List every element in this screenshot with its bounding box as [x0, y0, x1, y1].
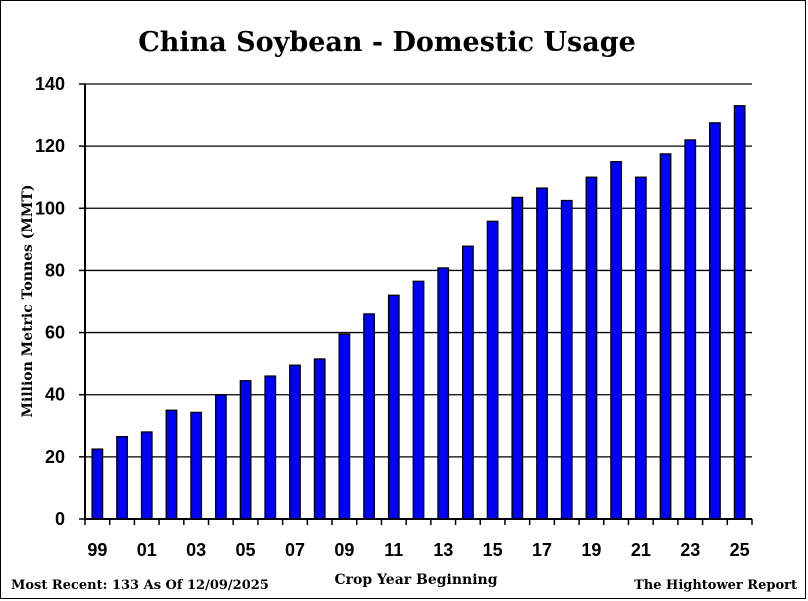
- x-axis-label: Crop Year Beginning: [334, 572, 497, 588]
- x-tick-label: 19: [581, 540, 601, 560]
- bar-13: [437, 267, 450, 520]
- x-tick-label: 09: [334, 540, 354, 560]
- bar-19: [585, 176, 598, 520]
- bar-20: [610, 161, 623, 520]
- bar-21: [634, 176, 647, 520]
- y-tick-label: 140: [35, 74, 65, 94]
- bar-10: [363, 313, 375, 520]
- bar-08: [313, 358, 326, 520]
- bar-06: [264, 375, 277, 520]
- bar-25: [733, 105, 746, 520]
- bar-18: [560, 199, 573, 520]
- bar-22: [659, 153, 672, 520]
- bar-05: [239, 380, 252, 520]
- x-tick-label: 21: [631, 540, 651, 560]
- x-tick-label: 07: [285, 540, 305, 560]
- x-tick-labels: 99 01 03 05 07 09 11 13 15 17 19 21 23 25: [87, 540, 749, 560]
- bar-12: [412, 280, 425, 520]
- y-tick-label: 40: [45, 385, 65, 405]
- y-tick-label: 100: [35, 198, 65, 218]
- y-tick-label: 60: [45, 323, 65, 343]
- bar-23: [684, 139, 697, 520]
- chart-title: China Soybean - Domestic Usage: [138, 27, 636, 58]
- x-tick-label: 25: [730, 540, 750, 560]
- bar-07: [289, 364, 301, 520]
- bar-03: [190, 411, 203, 520]
- bar-14: [462, 245, 474, 520]
- footer-most-recent: Most Recent: 133 As Of 12/09/2025: [11, 578, 269, 593]
- x-tick-label: 15: [483, 540, 503, 560]
- bar-09: [338, 333, 351, 520]
- x-tick-label: 11: [384, 540, 403, 560]
- bar-24: [709, 122, 721, 520]
- bars: [91, 105, 746, 520]
- y-axis-label: Million Metric Tonnes (MMT): [20, 185, 36, 418]
- footer-source: The Hightower Report: [634, 578, 797, 593]
- x-tick-label: 13: [433, 540, 453, 560]
- bar-04: [214, 394, 227, 520]
- bar-99: [91, 448, 104, 520]
- y-tick-label: 80: [45, 260, 65, 280]
- x-tick-label: 01: [137, 540, 157, 560]
- x-tick-label: 17: [532, 540, 552, 560]
- x-tick-label: 05: [236, 540, 256, 560]
- y-tick-label: 20: [45, 447, 65, 467]
- y-tick-labels: 0 20 40 60 80 100 120 140: [35, 74, 65, 529]
- axes: [79, 83, 753, 525]
- bar-01: [140, 431, 153, 520]
- x-tick-label: 99: [87, 540, 107, 560]
- y-tick-label: 0: [55, 509, 65, 529]
- bar-16: [511, 196, 524, 520]
- bar-17: [536, 187, 548, 520]
- x-tick-label: 23: [680, 540, 700, 560]
- bar-15: [486, 220, 499, 520]
- bar-00: [116, 436, 128, 520]
- y-tick-label: 120: [35, 136, 65, 156]
- bar-11: [387, 294, 400, 520]
- x-tick-label: 03: [186, 540, 206, 560]
- bar-02: [165, 409, 178, 520]
